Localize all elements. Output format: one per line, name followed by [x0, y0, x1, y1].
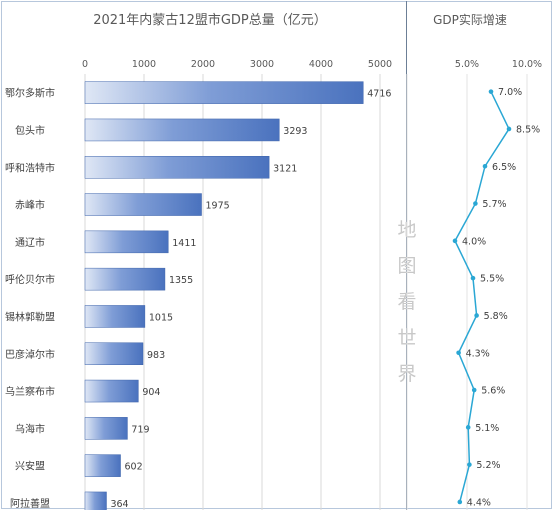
category-label: 赤峰市 — [15, 199, 45, 212]
growth-value-label: 4.3% — [466, 348, 490, 359]
growth-point — [470, 275, 476, 281]
growth-value-label: 5.8% — [484, 311, 508, 322]
growth-point — [456, 350, 461, 356]
bar-value-label: 364 — [110, 499, 128, 510]
bar-chart-title: 2021年内蒙古12盟市GDP总量（亿元） — [93, 12, 327, 28]
growth-line-chart: 5.0% 10.0% 7.0% 8.5% 6.5% 5.7% 4.0% 5.5% 5.8% 4.3… — [406, 59, 542, 510]
bar-tick-label: 5000 — [368, 59, 392, 70]
bar-value-label: 1355 — [169, 275, 193, 286]
growth-point — [474, 313, 479, 318]
bar-value-label: 3293 — [283, 126, 307, 137]
bar-tick-label: 4000 — [309, 59, 333, 70]
growth-value-label: 5.6% — [481, 386, 505, 397]
growth-value-label: 4.0% — [462, 236, 486, 247]
bar-value-label: 1411 — [172, 238, 196, 249]
growth-value-label: 8.5% — [516, 124, 540, 135]
bar-tick-label: 0 — [82, 59, 88, 70]
growth-point — [457, 499, 463, 505]
growth-point — [467, 462, 472, 467]
category-label: 巴彦淖尔市 — [5, 348, 55, 361]
bar — [84, 267, 166, 291]
growth-point — [506, 126, 512, 132]
growth-value-label: 5.5% — [480, 274, 504, 285]
growth-series-line — [454, 91, 510, 503]
category-label: 呼伦贝尔市 — [5, 273, 55, 286]
bar — [84, 193, 202, 216]
category-label: 乌海市 — [15, 422, 45, 435]
growth-point — [488, 89, 494, 94]
growth-point — [465, 425, 471, 430]
category-label: 呼和浩特市 — [5, 161, 55, 174]
bar — [84, 491, 107, 514]
growth-value-label: 4.4% — [467, 497, 491, 508]
category-label: 通辽市 — [15, 236, 45, 249]
growth-point — [473, 201, 478, 206]
bar — [84, 454, 121, 477]
growth-point — [471, 387, 477, 393]
bar — [84, 156, 270, 179]
growth-value-label: 6.5% — [492, 162, 516, 173]
growth-value-label: 5.7% — [482, 199, 506, 210]
category-label: 鄂尔多斯市 — [5, 87, 55, 100]
growth-value-label: 7.0% — [498, 87, 522, 98]
growth-value-label: 5.2% — [476, 460, 500, 471]
bar-value-label: 719 — [131, 424, 149, 435]
bar — [84, 81, 364, 104]
category-label: 乌兰察布市 — [5, 385, 55, 398]
bar-tick-label: 3000 — [250, 59, 274, 70]
bar-value-label: 983 — [147, 350, 165, 361]
bar-value-label: 4716 — [367, 89, 391, 100]
bar — [84, 342, 144, 365]
bar-tick-label: 2000 — [191, 59, 215, 70]
growth-point — [482, 163, 488, 169]
category-label: 锡林郭勒盟 — [5, 310, 55, 323]
bar — [84, 379, 139, 403]
growth-value-label: 5.1% — [475, 423, 499, 434]
category-label: 包头市 — [15, 124, 45, 137]
line-tick-label: 10.0% — [512, 59, 542, 70]
category-label: 兴安盟 — [15, 460, 45, 473]
line-tick-label: 5.0% — [455, 59, 479, 70]
bar-value-label: 3121 — [273, 163, 297, 174]
line-chart-title: GDP实际增速 — [433, 12, 507, 27]
bar-value-label: 1975 — [206, 201, 230, 212]
bar-value-label: 602 — [125, 462, 143, 473]
bar-chart: 0 1000 2000 3000 4000 5000 鄂尔多斯市 4716 包头市 3293 呼和浩… — [5, 59, 392, 514]
bar — [84, 417, 128, 440]
bar-tick-label: 1000 — [132, 59, 156, 70]
bar-value-label: 904 — [142, 387, 160, 398]
bar — [84, 118, 280, 142]
bar — [84, 305, 146, 328]
category-label: 阿拉善盟 — [10, 497, 50, 510]
bar — [84, 230, 169, 254]
bar-value-label: 1015 — [149, 312, 173, 323]
growth-point — [452, 238, 458, 244]
